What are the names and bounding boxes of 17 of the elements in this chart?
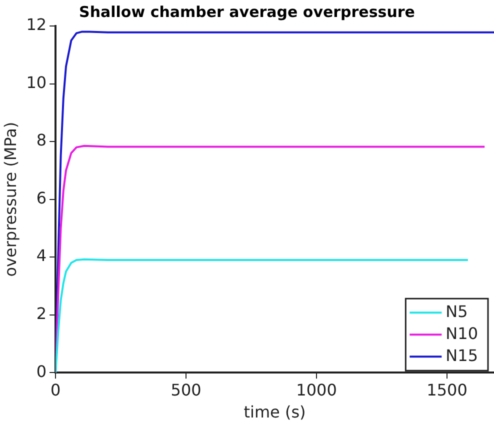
y-tick-label: 2 <box>36 304 47 323</box>
x-tick-label: 1500 <box>426 380 468 400</box>
y-tick-label: 8 <box>36 130 47 150</box>
legend-label: N15 <box>446 346 478 365</box>
legend-label: N10 <box>446 324 478 343</box>
y-axis-title: overpressure (MPa) <box>0 122 20 277</box>
y-tick-label: 12 <box>26 15 47 34</box>
legend-label: N5 <box>446 302 468 321</box>
y-tick-label: 0 <box>36 362 47 381</box>
y-tick-label: 6 <box>36 188 47 208</box>
y-tick-label: 10 <box>26 72 47 92</box>
chart-title: Shallow chamber average overpressure <box>79 2 415 21</box>
y-tick-label: 4 <box>36 246 47 266</box>
x-tick-label: 1000 <box>296 380 337 400</box>
x-tick-label: 0 <box>50 380 61 400</box>
x-tick-label: 500 <box>170 380 202 400</box>
x-axis-title: time (s) <box>244 402 306 422</box>
